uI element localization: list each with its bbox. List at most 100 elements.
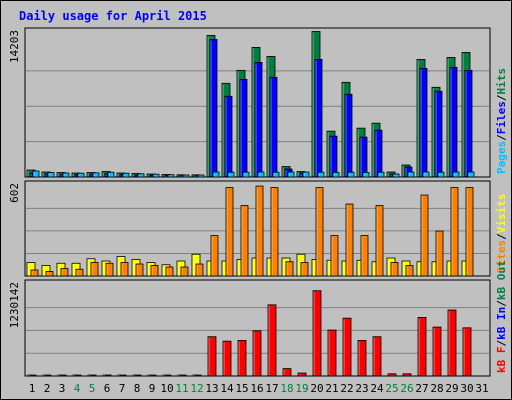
x-tick-label: 4 <box>74 382 81 395</box>
x-tick-label: 3 <box>59 382 66 395</box>
bar-kb-f-day-27 <box>417 317 427 377</box>
x-tick-label: 26 <box>400 382 413 395</box>
x-tick-label: 17 <box>265 382 278 395</box>
bar-pages-day-15 <box>242 171 250 178</box>
bar-pages-day-5 <box>92 172 100 178</box>
bar-sites-day-24 <box>375 205 384 277</box>
bar-sites-day-9 <box>150 265 159 277</box>
x-tick-label: 20 <box>310 382 323 395</box>
bar-sites-day-10 <box>165 266 174 277</box>
bar-sites-day-27 <box>420 194 429 277</box>
x-tick-label: 13 <box>205 382 218 395</box>
y-axis-max-label: 1230142 <box>8 282 21 328</box>
bar-kb-f-day-10 <box>162 374 172 377</box>
bar-kb-f-day-21 <box>327 329 337 377</box>
bar-kb-f-day-26 <box>402 373 412 377</box>
bar-sites-day-6 <box>105 262 114 277</box>
bar-sites-day-17 <box>270 187 279 277</box>
bar-pages-day-3 <box>62 172 70 178</box>
legend: kB F/kB In/kB Out <box>495 260 508 373</box>
legend-entry-kb-out: kB Out <box>495 260 508 300</box>
bar-sites-day-13 <box>210 235 219 277</box>
bar-sites-day-19 <box>300 262 309 277</box>
bar-sites-day-7 <box>120 262 129 277</box>
bar-pages-day-22 <box>347 171 355 178</box>
bar-sites-day-28 <box>435 230 444 277</box>
bar-sites-day-15 <box>240 205 249 277</box>
y-axis-max-label: 14203 <box>8 30 21 63</box>
bar-pages-day-27 <box>422 171 430 178</box>
bar-sites-day-16 <box>255 185 264 277</box>
bar-sites-day-29 <box>450 187 459 277</box>
bar-sites-day-30 <box>465 187 474 277</box>
bar-pages-day-8 <box>137 173 145 178</box>
bar-pages-day-18 <box>287 171 295 178</box>
legend-separator: / <box>495 300 508 307</box>
legend-entry-kb-in: kB In <box>495 307 508 340</box>
x-tick-label: 2 <box>44 382 51 395</box>
bar-pages-day-30 <box>467 171 475 178</box>
bar-pages-day-2 <box>47 172 55 178</box>
bar-pages-day-26 <box>407 171 415 178</box>
panel-visits-sites: 602 Sites/Visits <box>8 180 508 277</box>
legend-separator: / <box>495 134 508 141</box>
bar-pages-day-12 <box>197 174 205 178</box>
bar-pages-day-19 <box>302 171 310 178</box>
bar-pages-day-29 <box>452 171 460 178</box>
bar-kb-f-day-11 <box>177 374 187 377</box>
legend-entry-pages: Pages <box>495 141 508 174</box>
legend-entry-hits: Hits <box>495 68 508 95</box>
bar-kb-f-day-23 <box>357 340 367 377</box>
x-axis-day-labels: 1 2 3 4 5 6 7 8 9 10 11 12 13 14 15 16 17 18 19 20 21 22 23 24 2… <box>29 382 489 395</box>
bar-sites-day-12 <box>195 263 204 277</box>
bar-kb-f-day-7 <box>117 374 127 377</box>
bar-kb-f-day-15 <box>237 340 247 377</box>
bar-kb-f-day-12 <box>192 374 202 377</box>
bar-kb-f-day-5 <box>87 374 97 377</box>
x-tick-label: 28 <box>430 382 443 395</box>
bar-sites-day-25 <box>390 262 399 277</box>
legend: Sites/Visits <box>495 194 508 274</box>
x-tick-label: 11 <box>175 382 188 395</box>
bar-pages-day-14 <box>227 171 235 178</box>
x-tick-label: 7 <box>119 382 126 395</box>
x-tick-label: 31 <box>475 382 488 395</box>
legend-entry-kb-f: kB F <box>495 347 508 374</box>
bar-kb-f-day-28 <box>432 326 442 377</box>
bar-sites-day-1 <box>30 269 39 277</box>
bar-pages-day-7 <box>122 172 130 178</box>
bar-kb-f-day-24 <box>372 336 382 377</box>
chart-panels: 14203Pages/Files/Hits602Sites/Visits1230… <box>8 27 508 377</box>
bar-sites-day-14 <box>225 187 234 277</box>
x-tick-label: 16 <box>250 382 263 395</box>
x-tick-label: 18 <box>280 382 293 395</box>
bar-pages-day-4 <box>77 172 85 178</box>
bar-pages-day-9 <box>152 173 160 178</box>
bar-kb-f-day-20 <box>312 290 322 377</box>
x-tick-label: 25 <box>385 382 398 395</box>
bar-kb-f-day-2 <box>42 374 52 377</box>
bar-sites-day-8 <box>135 263 144 277</box>
legend-separator: / <box>495 340 508 347</box>
bar-kb-f-day-13 <box>207 336 217 377</box>
bar-kb-f-day-4 <box>72 374 82 377</box>
bar-sites-day-22 <box>345 203 354 277</box>
bar-sites-day-4 <box>75 268 84 277</box>
bar-kb-f-day-6 <box>102 374 112 377</box>
bar-kb-f-day-1 <box>27 374 37 377</box>
legend-entry-sites: Sites <box>495 240 508 273</box>
x-tick-label: 21 <box>325 382 338 395</box>
bar-sites-day-21 <box>330 235 339 277</box>
x-tick-label: 8 <box>134 382 141 395</box>
bar-pages-day-10 <box>167 174 175 178</box>
bar-sites-day-18 <box>285 261 294 277</box>
bar-pages-day-17 <box>272 171 280 178</box>
bar-pages-day-6 <box>107 171 115 178</box>
bar-pages-day-1 <box>32 170 40 178</box>
bar-sites-day-23 <box>360 235 369 277</box>
bar-pages-day-24 <box>377 171 385 178</box>
bar-kb-f-day-3 <box>57 374 67 377</box>
x-tick-label: 19 <box>295 382 308 395</box>
